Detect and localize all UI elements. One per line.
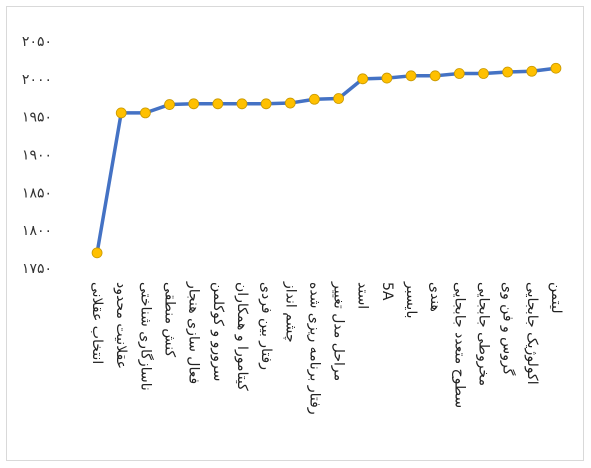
x-category-label: عقلانیت محدود bbox=[113, 282, 129, 369]
x-category-label: سرورو و کوکلمن bbox=[210, 282, 226, 381]
y-tick-label: ۲۰۰۰ bbox=[22, 72, 52, 88]
x-category-label: چشم انداز bbox=[282, 281, 298, 343]
data-point bbox=[284, 97, 296, 109]
data-point bbox=[405, 70, 417, 82]
x-category-label: هندی bbox=[427, 282, 443, 312]
x-category-label: رفتار بین فردی bbox=[258, 282, 274, 370]
y-tick-label: ۱۹۰۰ bbox=[22, 148, 52, 164]
x-category-label: بایسبر bbox=[403, 281, 419, 319]
data-point bbox=[260, 98, 272, 110]
x-category-label: فعال سازی هنجار bbox=[186, 281, 202, 384]
x-category-label: کنش منطقی bbox=[162, 282, 178, 357]
data-point bbox=[381, 72, 393, 84]
data-point bbox=[550, 62, 562, 74]
x-category-label: رفتار برنامه ریزی شده bbox=[306, 282, 322, 415]
data-point bbox=[91, 247, 103, 259]
y-tick-label: ۱۷۵۰ bbox=[22, 261, 52, 277]
series-line bbox=[95, 66, 557, 254]
x-category-label: ناسازگاری شناختی bbox=[137, 282, 154, 391]
data-points bbox=[91, 62, 562, 259]
x-category-label: مراحل مدل تغییر bbox=[331, 281, 347, 381]
x-category-label: گروس و فن وی bbox=[500, 282, 517, 376]
data-point bbox=[502, 66, 514, 78]
x-category-label: سطوح متعدد جابجایی bbox=[451, 282, 467, 408]
data-point bbox=[526, 65, 538, 77]
y-tick-label: ۱۸۰۰ bbox=[22, 223, 52, 239]
data-point bbox=[139, 107, 151, 119]
x-category-label: مخروطی جابجایی bbox=[475, 282, 491, 386]
x-category-label: استد bbox=[355, 282, 371, 309]
data-point bbox=[333, 93, 344, 104]
x-axis-category-labels: انتخاب عقلانی عقلانیت محدود ناسازگاری شناخ… bbox=[89, 281, 564, 415]
data-point bbox=[429, 70, 441, 82]
data-point bbox=[115, 107, 127, 119]
x-category-label: اکولوژیک جابجایی bbox=[524, 282, 540, 385]
data-point bbox=[236, 98, 248, 110]
data-point bbox=[164, 99, 175, 110]
y-axis-ticks: ۱۷۵۰ ۱۸۰۰ ۱۸۵۰ ۱۹۰۰ ۱۹۵۰ ۲۰۰۰ ۲۰۵۰ bbox=[22, 34, 52, 277]
y-tick-label: ۱۹۵۰ bbox=[22, 110, 52, 126]
y-tick-label: ۱۸۵۰ bbox=[22, 185, 52, 201]
x-category-label: کیتامورا و همکاران bbox=[234, 282, 250, 391]
x-category-label: لیتمن bbox=[548, 282, 564, 313]
chart-frame bbox=[6, 6, 584, 461]
data-point bbox=[478, 68, 489, 79]
data-point bbox=[188, 98, 200, 110]
data-point bbox=[309, 93, 320, 105]
x-category-label: 5A bbox=[379, 282, 395, 301]
data-point bbox=[212, 98, 224, 110]
data-point bbox=[357, 73, 369, 85]
y-tick-label: ۲۰۵۰ bbox=[22, 34, 52, 50]
data-point bbox=[453, 68, 465, 79]
x-category-label: انتخاب عقلانی bbox=[89, 282, 105, 364]
